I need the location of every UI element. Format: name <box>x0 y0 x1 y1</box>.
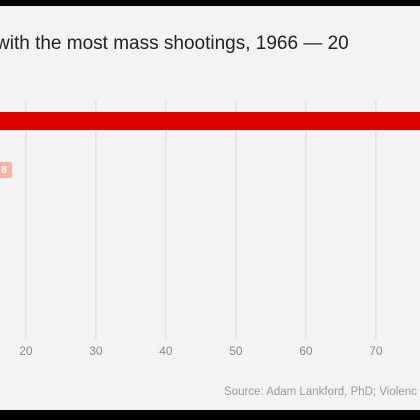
x-tick-label: 30 <box>89 344 103 358</box>
x-tick-label: 50 <box>229 344 243 358</box>
annotation: 8 <box>1 165 7 176</box>
plot <box>0 112 420 130</box>
source: Source: Adam Lankford, PhD; Violenc <box>224 386 417 398</box>
x-tick-label: 60 <box>299 344 313 358</box>
x-tick-label: 70 <box>369 344 383 358</box>
x-tick-label: 20 <box>19 344 33 358</box>
x-tick-label: 40 <box>159 344 173 358</box>
chart-title: with the most mass shootings, 1966 — 20 <box>0 33 349 54</box>
annotation-box <box>0 162 12 178</box>
bar <box>0 112 420 130</box>
background <box>0 6 420 410</box>
